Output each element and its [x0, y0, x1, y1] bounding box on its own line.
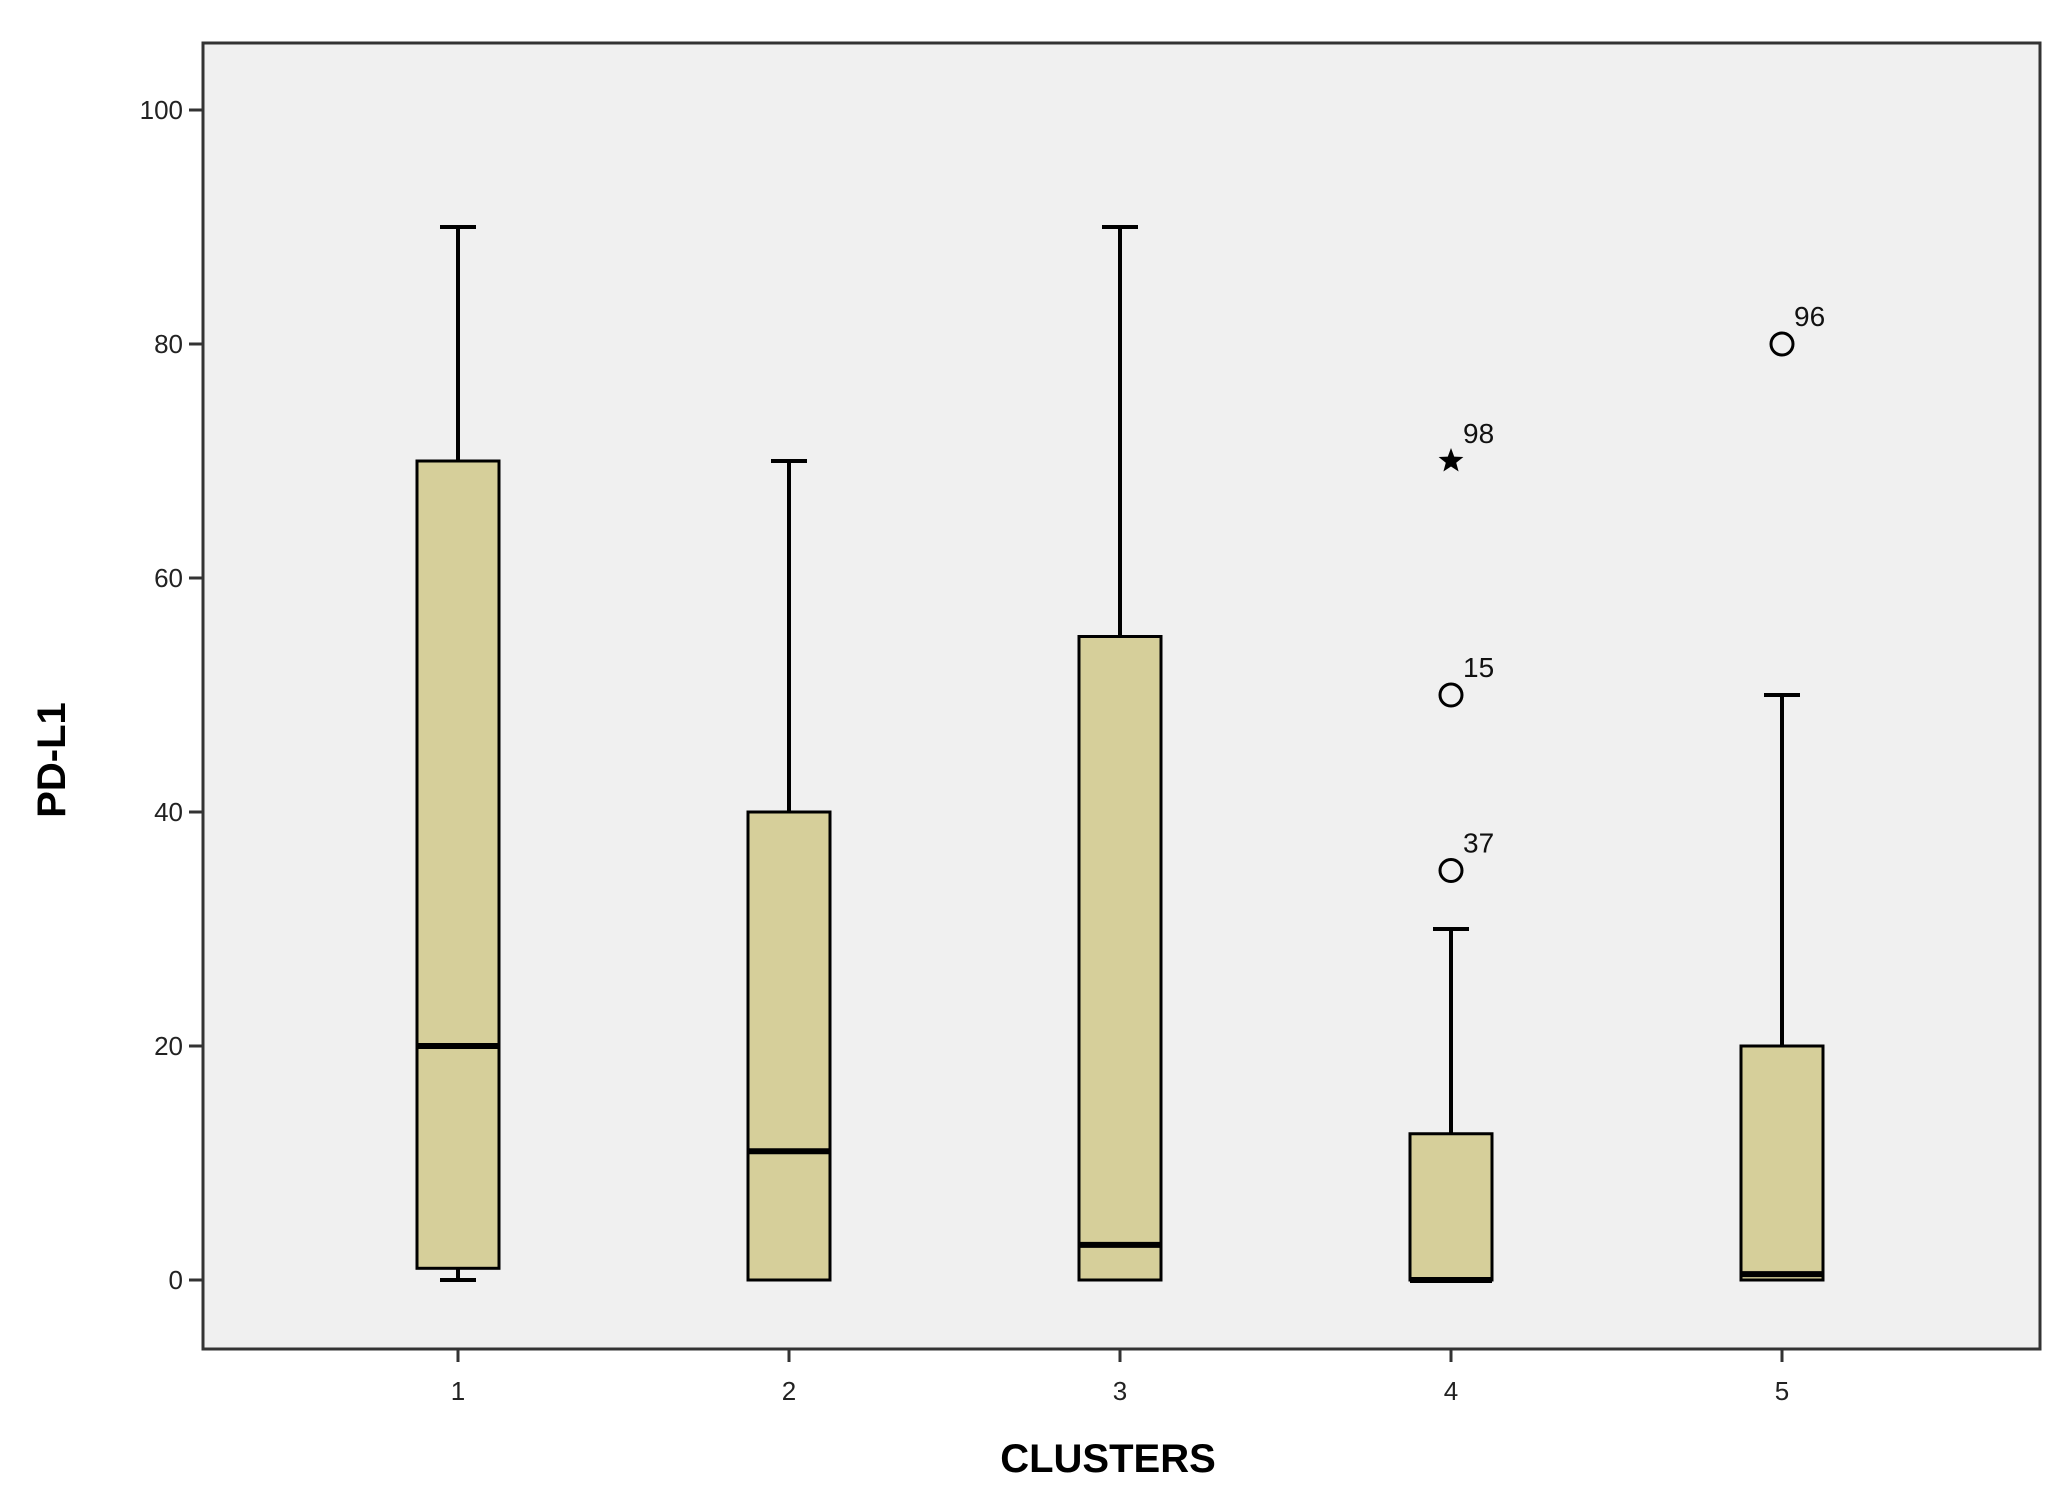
box	[746, 810, 832, 1282]
y-tick-label: 20	[154, 1031, 183, 1061]
outlier-point	[1438, 682, 1464, 708]
x-tick-label: 4	[1444, 1376, 1458, 1406]
box	[1077, 635, 1163, 1282]
x-tick-label: 1	[451, 1376, 465, 1406]
x-axis-title: CLUSTERS	[1000, 1437, 1216, 1481]
x-tick-label: 3	[1113, 1376, 1127, 1406]
chart-marks: 0 20 40 60 80 100 1 2 3 4 5 98 15 37 96	[140, 95, 1826, 1406]
y-tick-label: 40	[154, 797, 183, 827]
box	[1408, 1132, 1494, 1282]
outlier-label: 98	[1463, 418, 1494, 449]
y-axis-title: PD-L1	[30, 702, 74, 818]
box	[415, 459, 501, 1270]
outlier-label: 96	[1794, 301, 1825, 332]
outlier-point	[1438, 858, 1464, 883]
y-tick-label: 100	[140, 95, 183, 125]
box	[1739, 1044, 1825, 1282]
x-tick-label: 2	[782, 1376, 796, 1406]
y-tick-label: 60	[154, 563, 183, 593]
outlier-point	[1769, 331, 1795, 357]
x-tick-label: 5	[1775, 1376, 1789, 1406]
y-tick-label: 0	[169, 1265, 183, 1295]
outlier-label: 37	[1463, 828, 1494, 859]
outlier-label: 15	[1463, 652, 1494, 683]
outlier-extreme-point	[1438, 448, 1464, 472]
y-tick-label: 80	[154, 329, 183, 359]
